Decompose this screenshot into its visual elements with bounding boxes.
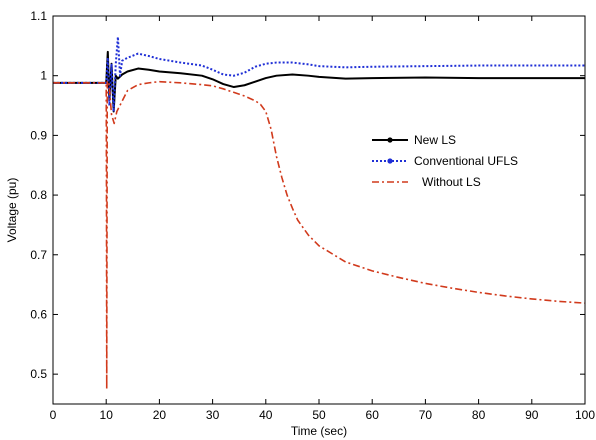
- x-tick-label: 50: [312, 408, 326, 422]
- x-tick-label: 30: [206, 408, 220, 422]
- legend-label: Without LS: [422, 175, 481, 189]
- y-tick-label: 1.1: [30, 9, 47, 23]
- legend-label: Conventional UFLS: [414, 154, 518, 168]
- legend-label: New LS: [414, 133, 456, 147]
- x-tick-label: 70: [419, 408, 433, 422]
- x-axis-title: Time (sec): [291, 424, 347, 438]
- x-tick-label: 20: [153, 408, 167, 422]
- plot-area: [53, 16, 585, 404]
- y-axis-title: Voltage (pu): [5, 178, 19, 243]
- x-tick-label: 90: [525, 408, 539, 422]
- x-tick-label: 60: [366, 408, 380, 422]
- y-tick-label: 0.8: [30, 188, 47, 202]
- legend-marker: [387, 137, 393, 143]
- x-tick-label: 0: [50, 408, 57, 422]
- y-tick-label: 0.5: [30, 367, 47, 381]
- y-tick-label: 0.9: [30, 128, 47, 142]
- legend-marker: [387, 158, 393, 164]
- x-tick-label: 40: [259, 408, 273, 422]
- series-line: [53, 80, 586, 390]
- series-line: [53, 35, 585, 113]
- x-tick-label: 10: [100, 408, 114, 422]
- y-tick-label: 0.6: [30, 307, 47, 321]
- series-layer: [53, 35, 586, 390]
- axes-layer: 0 10 20 30 40 50 60 70 80 90 100 0.5 0.6 0.7 0.8 0.9 1 1.…: [30, 9, 595, 422]
- x-tick-label: 100: [575, 408, 595, 422]
- y-tick-label: 1: [40, 69, 47, 83]
- x-tick-label: 80: [472, 408, 486, 422]
- legend: New LS Conventional UFLS Without LS: [372, 133, 518, 189]
- y-tick-label: 0.7: [30, 248, 47, 262]
- series-line: [53, 50, 585, 113]
